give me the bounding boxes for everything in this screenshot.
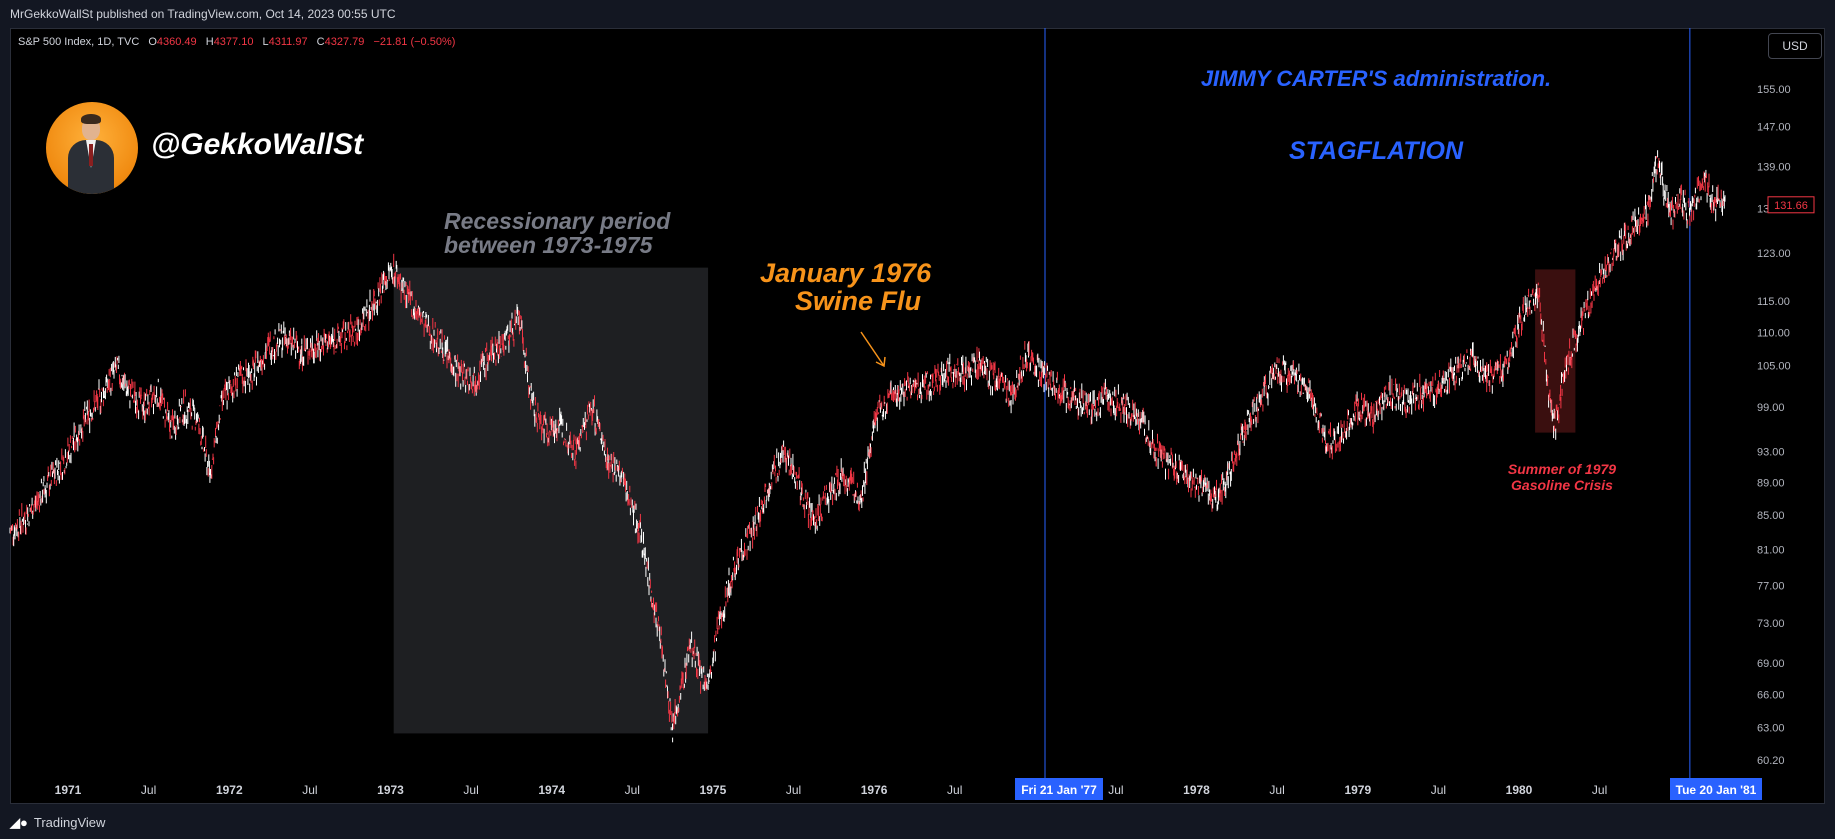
y-tick-label: 89.00 xyxy=(1757,478,1785,490)
swine-flu-arrow xyxy=(860,331,886,368)
footer-brand[interactable]: TradingView xyxy=(33,815,106,830)
x-tick-label: Jul xyxy=(463,783,478,797)
legend-l-label: L xyxy=(263,36,269,48)
legend-change: −21.81 (−0.50%) xyxy=(373,36,455,48)
stagflation-label: STAGFLATION xyxy=(1289,137,1464,165)
swine-flu-label-line2: Swine Flu xyxy=(795,286,922,316)
legend-c-label: C xyxy=(317,36,325,48)
date-badge-1981-text: Tue 20 Jan '81 xyxy=(1676,783,1757,797)
publish-bar: MrGekkoWallSt published on TradingView.c… xyxy=(0,0,1835,28)
publish-text: MrGekkoWallSt published on TradingView.c… xyxy=(10,7,396,21)
tradingview-logo-icon[interactable]: ◢● xyxy=(10,815,28,830)
carter-label: JIMMY CARTER'S administration. xyxy=(1201,66,1551,91)
x-tick-label: Jul xyxy=(141,783,156,797)
x-tick-label: Jul xyxy=(1269,783,1284,797)
x-tick-label: 1978 xyxy=(1183,783,1210,797)
chart-frame[interactable] xyxy=(10,28,1825,804)
y-tick-label: 66.00 xyxy=(1757,690,1785,702)
x-tick-label: 1974 xyxy=(538,783,565,797)
last-price-text: 131.66 xyxy=(1774,200,1808,212)
x-tick-label: Jul xyxy=(625,783,640,797)
legend-symbol: S&P 500 Index, 1D, TVC xyxy=(18,36,139,48)
y-tick-label: 155.00 xyxy=(1757,84,1791,96)
recession-label-line2: between 1973-1975 xyxy=(444,232,654,258)
author-handle: @GekkoWallSt xyxy=(151,128,364,161)
y-tick-label: 81.00 xyxy=(1757,544,1785,556)
x-tick-label: 1979 xyxy=(1344,783,1371,797)
recession-label-line1: Recessionary period xyxy=(444,208,671,234)
avatar xyxy=(46,102,138,194)
x-tick-label: Jul xyxy=(947,783,962,797)
y-axis: 155.00147.00139.00131.00123.00115.00110.… xyxy=(1757,84,1791,767)
y-tick-label: 139.00 xyxy=(1757,161,1791,173)
legend-low: 4311.97 xyxy=(269,36,308,48)
y-tick-label: 60.20 xyxy=(1757,755,1785,767)
x-tick-label: 1976 xyxy=(861,783,888,797)
x-tick-label: Jul xyxy=(302,783,317,797)
y-tick-label: 73.00 xyxy=(1757,618,1785,630)
legend-row: S&P 500 Index, 1D, TVC O4360.49 H4377.10… xyxy=(18,36,455,48)
x-tick-label: Jul xyxy=(1431,783,1446,797)
x-tick-label: Jul xyxy=(1592,783,1607,797)
x-tick-label: 1971 xyxy=(55,783,82,797)
x-tick-label: 1975 xyxy=(700,783,727,797)
legend-high: 4377.10 xyxy=(214,36,254,48)
x-tick-label: 1980 xyxy=(1506,783,1533,797)
y-tick-label: 77.00 xyxy=(1757,580,1785,592)
legend-o-label: O xyxy=(148,36,157,48)
y-tick-label: 123.00 xyxy=(1757,248,1791,260)
x-tick-label: Jul xyxy=(1108,783,1123,797)
legend-open: 4360.49 xyxy=(157,36,197,48)
last-price-tag: 131.66 xyxy=(1767,196,1815,214)
x-tick-label: 1973 xyxy=(377,783,404,797)
legend-close: 4327.79 xyxy=(325,36,365,48)
y-tick-label: 63.00 xyxy=(1757,723,1785,735)
avatar-hair xyxy=(81,114,101,124)
date-badge-1977-text: Fri 21 Jan '77 xyxy=(1021,783,1097,797)
y-tick-label: 99.00 xyxy=(1757,402,1785,414)
y-tick-label: 115.00 xyxy=(1757,296,1790,308)
currency-button[interactable]: USD xyxy=(1768,33,1822,59)
y-tick-label: 147.00 xyxy=(1757,122,1791,134)
price-series xyxy=(9,150,1726,743)
x-axis: 1971 Jul 1972 Jul 1973 Jul 1974 Jul 1975 Jul 1976 J… xyxy=(55,783,1608,797)
recession-region xyxy=(393,267,709,734)
avatar-tie xyxy=(89,144,93,166)
swine-flu-label-line1: January 1976 xyxy=(760,258,932,288)
legend-h-label: H xyxy=(206,36,214,48)
gasoline-label-line2: Gasoline Crisis xyxy=(1511,477,1613,493)
x-tick-label: Jul xyxy=(786,783,801,797)
x-tick-label: 1972 xyxy=(216,783,243,797)
date-badge-1977: Fri 21 Jan '77 xyxy=(1015,778,1103,800)
gasoline-label-line1: Summer of 1979 xyxy=(1508,461,1616,477)
footer: ◢● TradingView xyxy=(0,806,1835,839)
y-tick-label: 110.00 xyxy=(1757,327,1790,339)
y-tick-label: 85.00 xyxy=(1757,510,1785,522)
y-tick-label: 105.00 xyxy=(1757,360,1791,372)
y-tick-label: 69.00 xyxy=(1757,658,1785,670)
y-tick-label: 93.00 xyxy=(1757,446,1785,458)
date-badge-1981: Tue 20 Jan '81 xyxy=(1670,778,1762,800)
